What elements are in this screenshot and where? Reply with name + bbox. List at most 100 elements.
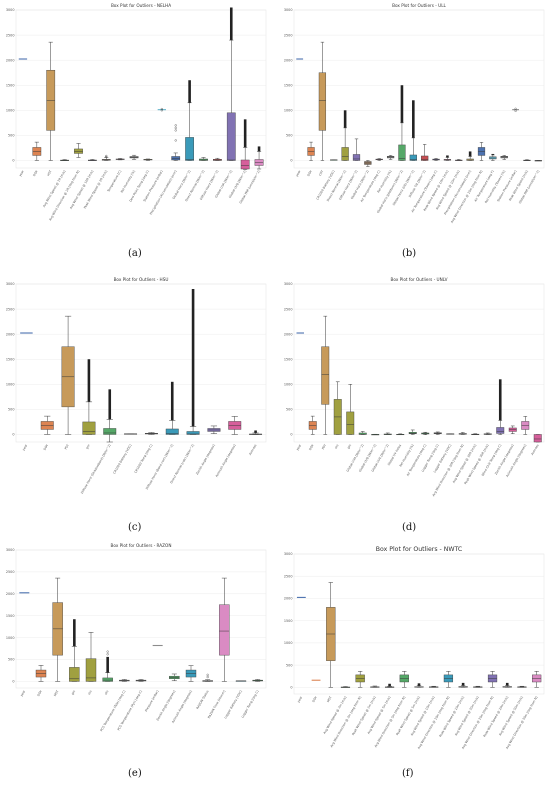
box-avg-wind-direction-20m-deg-from-n bbox=[487, 671, 498, 688]
y-tick-label: 2000 bbox=[6, 592, 15, 596]
chart-panel-nwtc: Box Plot for Outliers - NWTC 0 500 1000 1500… bbox=[282, 540, 548, 766]
x-tick-label: RAZON Time [hhmm] bbox=[207, 690, 226, 720]
box-global-par-umol-s-m-2 bbox=[254, 146, 264, 170]
chart-panel-hsu: Box Plot for Outliers - HSU 0 500 1000 1500 2… bbox=[4, 274, 270, 520]
y-tick-label: 2500 bbox=[284, 574, 293, 578]
x-tick-label: Pressure [mBar] bbox=[144, 690, 160, 713]
y-tick-label: 2000 bbox=[6, 332, 15, 336]
box-iqr bbox=[346, 411, 355, 435]
y-tick-label: 500 bbox=[8, 658, 14, 662]
box-peak-wind-speed-20m-m-s bbox=[502, 682, 512, 688]
x-tick-label: Azimuth Angle [degrees] bbox=[215, 444, 237, 478]
x-tick-label: dni bbox=[334, 443, 340, 449]
outlier-point bbox=[174, 129, 177, 132]
y-tick-label: 1000 bbox=[6, 109, 15, 113]
box-direct-normal-w-m-2 bbox=[199, 157, 208, 161]
plot-area bbox=[15, 283, 267, 443]
y-tick-label: 1000 bbox=[284, 109, 293, 113]
outlier-point bbox=[514, 109, 517, 112]
x-tick-label: MST bbox=[53, 689, 60, 697]
box-diffuse-horiz-shadowband-w-m-2 bbox=[103, 389, 117, 443]
box-airmass bbox=[533, 434, 542, 443]
box-iqr bbox=[82, 421, 96, 435]
box-iqr bbox=[199, 158, 208, 161]
box-air-temperature-tower-deg-c bbox=[432, 158, 440, 161]
box-iqr bbox=[165, 428, 179, 435]
x-tick-label: ghi bbox=[70, 689, 76, 695]
y-tick-label: 0 bbox=[12, 159, 14, 163]
x-tick-label: gm bbox=[85, 443, 91, 449]
box-iqr bbox=[103, 428, 117, 435]
y-tick-label: 2500 bbox=[6, 570, 15, 574]
outlier-point bbox=[160, 109, 163, 112]
x-tick-label: Airmass bbox=[530, 443, 540, 456]
box-azimuth-angle-degrees bbox=[185, 665, 197, 682]
y-tick-label: 0 bbox=[290, 433, 292, 437]
box-zenith-angle-degrees bbox=[169, 673, 180, 682]
x-tick-label: year bbox=[18, 169, 25, 177]
y-tick-label: 1500 bbox=[6, 357, 15, 361]
y-tick-label: 0 bbox=[12, 680, 14, 684]
y-tick-label: 3000 bbox=[6, 282, 15, 286]
box-logger-temp-deg-c bbox=[252, 679, 263, 682]
box-azimuth-angle-degrees bbox=[228, 416, 242, 435]
outlier-point bbox=[174, 124, 177, 127]
y-tick-label: 3000 bbox=[6, 548, 15, 552]
y-tick-label: 2500 bbox=[6, 33, 15, 37]
chart-title: Box Plot for Outliers - UNLV bbox=[391, 277, 448, 282]
y-tick-label: 2000 bbox=[284, 597, 293, 601]
box-cr1000-battery-vdc bbox=[124, 433, 138, 435]
y-tick-label: 500 bbox=[286, 663, 292, 667]
box-avg-wind-direction-10m-deg-from-n bbox=[443, 671, 454, 688]
box-global-uvb-w-m-2 bbox=[240, 119, 250, 170]
box-gm bbox=[82, 359, 96, 435]
box-rel-humidity bbox=[129, 154, 139, 160]
boxplot-ull: Box Plot for Outliers - ULL 0 500 1000 1500 2… bbox=[284, 3, 545, 224]
box-avg-wind-direction-2m-deg-from-n bbox=[355, 671, 365, 688]
box-air-temperature-deg-c bbox=[375, 158, 383, 161]
box-iqr bbox=[226, 112, 236, 161]
box-avg-wind-speed-20m-m-s bbox=[473, 685, 483, 688]
box-rel-humidity bbox=[408, 429, 417, 435]
box-dhi bbox=[102, 650, 113, 682]
y-tick-label: 1000 bbox=[6, 636, 15, 640]
chart-title: Box Plot for Outliers - NWTC bbox=[376, 546, 462, 553]
y-tick-label: 1500 bbox=[284, 357, 293, 361]
caption-b: (b) bbox=[402, 248, 417, 259]
y-tick-label: 0 bbox=[290, 159, 292, 163]
x-tick-label: Global PAR [umol/s/m^2] bbox=[518, 170, 540, 205]
x-tick-label: Diffuse Horiz (Shadowband) [W/m^2] bbox=[80, 444, 112, 495]
x-tick-label: MST bbox=[326, 695, 333, 703]
y-tick-label: 500 bbox=[286, 408, 292, 412]
chart-title: Box Plot for Outliers - HSU bbox=[114, 277, 169, 282]
x-tick-label: DOY bbox=[42, 443, 49, 451]
box-global-uva-w-m-2 bbox=[226, 7, 236, 161]
box-global-horiz-w-m-2 bbox=[364, 160, 372, 167]
x-tick-label: year bbox=[295, 169, 302, 177]
box-direct-normal-calc-w-m-2 bbox=[186, 289, 200, 435]
y-tick-label: 3000 bbox=[284, 8, 293, 12]
box-temperature-c bbox=[115, 158, 125, 161]
y-tick-label: 2500 bbox=[6, 307, 15, 311]
boxplot-razon: Box Plot for Outliers - RAZON 0 500 1000 150… bbox=[6, 543, 267, 732]
boxplot-nelha: Box Plot for Outliers - NELHA 0 500 1000 150… bbox=[6, 3, 267, 221]
box-avg-wind-speed-2ft-m-s bbox=[60, 159, 69, 161]
x-tick-label: CR1000 Temp [deg C] bbox=[133, 444, 153, 474]
y-tick-label: 2000 bbox=[6, 58, 15, 62]
box-peak-wind-speed-5m-m-s bbox=[414, 683, 424, 688]
box-doy bbox=[308, 415, 317, 435]
box-global-uve-w-m-2 bbox=[383, 432, 392, 435]
outlier-point bbox=[105, 155, 108, 159]
y-tick-label: 1500 bbox=[284, 83, 293, 87]
y-tick-label: 3000 bbox=[284, 282, 293, 286]
caption-a: (a) bbox=[128, 248, 142, 259]
box-avg-wind-speed-10ft-m-s bbox=[88, 159, 97, 161]
box-global-horiz-platform-w-m-2 bbox=[398, 85, 406, 161]
box-avg-wind-direction-50m-deg-from-n bbox=[532, 671, 542, 688]
box-iqr bbox=[219, 604, 230, 656]
x-tick-label: year bbox=[19, 689, 26, 697]
x-tick-label: Airmass bbox=[248, 443, 258, 456]
x-tick-label: Zenith Angle [degrees] bbox=[195, 444, 216, 476]
x-tick-label: Avg Wind Direction @ 50m [deg from N] bbox=[505, 696, 539, 750]
y-tick-label: 2500 bbox=[284, 33, 293, 37]
